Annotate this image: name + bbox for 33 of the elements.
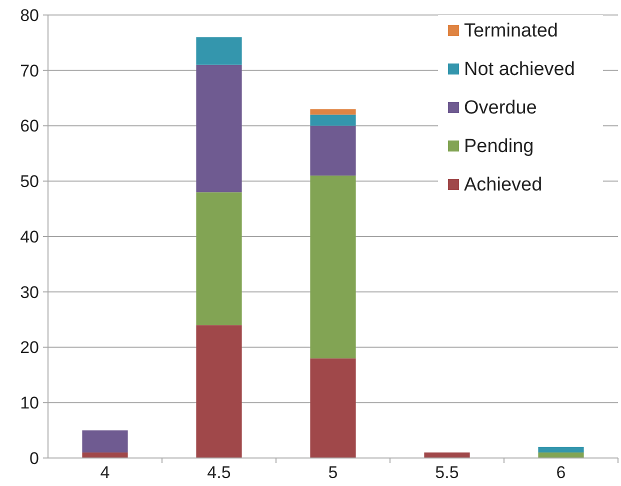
x-tick-label: 5	[328, 463, 338, 482]
y-tick-label: 0	[30, 448, 39, 468]
y-tick-label: 40	[20, 227, 39, 246]
bar	[196, 192, 242, 326]
legend-label: Achieved	[464, 174, 542, 196]
x-tick-label: 6	[556, 463, 566, 482]
bar	[538, 452, 584, 458]
x-tick-label: 4	[100, 463, 110, 482]
bar	[310, 358, 356, 458]
x-tick-label: 5.5	[435, 463, 459, 482]
y-tick-label: 30	[20, 282, 39, 302]
bar	[424, 452, 470, 458]
bar	[310, 109, 356, 115]
legend-label: Overdue	[464, 98, 537, 119]
legend-label: Pending	[464, 136, 534, 158]
y-tick-label: 50	[20, 172, 39, 192]
bar	[310, 126, 356, 176]
bar	[310, 176, 356, 358]
bar	[82, 430, 128, 452]
x-tick-label: 4.5	[207, 463, 231, 482]
bar	[538, 446, 584, 452]
bar	[196, 64, 242, 192]
legend-label: Terminated	[464, 20, 558, 42]
y-tick-label: 80	[20, 6, 39, 25]
y-tick-label: 70	[20, 61, 39, 80]
y-tick-label: 60	[20, 116, 39, 136]
bar	[196, 37, 242, 65]
y-tick-label: 10	[20, 394, 39, 413]
bar	[82, 452, 128, 458]
bar	[310, 114, 356, 126]
legend-label: Not achieved	[464, 59, 575, 80]
bar	[196, 325, 242, 458]
y-tick-label: 20	[20, 338, 39, 358]
